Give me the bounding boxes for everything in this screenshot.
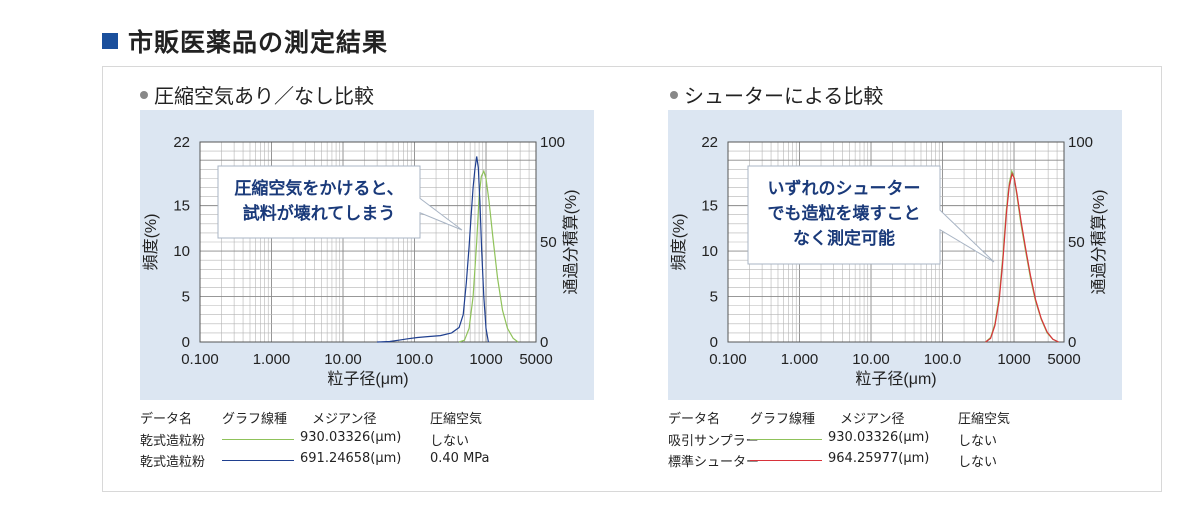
x-tick-label: 1000 <box>997 351 1030 368</box>
y-tick-label: 22 <box>701 134 718 151</box>
x-axis-label: 粒子径(μm) <box>327 370 408 388</box>
results-frame <box>102 66 1162 492</box>
legend-median: 964.25977(μm) <box>828 451 930 466</box>
y-tick-label: 0 <box>182 334 190 351</box>
x-tick-label: 0.100 <box>709 351 747 368</box>
y2-tick-label: 100 <box>540 134 565 151</box>
section-heading: 市販医薬品の測定結果 <box>102 24 388 58</box>
x-tick-label: 10.00 <box>852 351 890 368</box>
legend-median: 930.03326(μm) <box>828 430 930 445</box>
callout-text: でも造粒を壊すこと <box>768 203 921 223</box>
heading-square-icon <box>102 33 118 49</box>
callout-box <box>747 165 995 265</box>
section-title: 市販医薬品の測定結果 <box>128 28 389 57</box>
x-tick-label: 10.00 <box>324 351 362 368</box>
y2-tick-label: 0 <box>540 334 548 351</box>
series-line-1 <box>458 169 519 343</box>
legend-header: データ名 <box>668 412 721 427</box>
legend-name: 乾式造粒粉 <box>140 434 206 449</box>
y-tick-label: 0 <box>710 334 718 351</box>
x-axis-label: 粒子径(μm) <box>855 370 936 388</box>
plot-border <box>727 141 1065 343</box>
y-tick-label: 15 <box>173 198 190 215</box>
x-tick-label: 0.100 <box>181 351 219 368</box>
chart-1: 0.100 1.000 10.00 100.0 1000 5000051015220501… <box>140 110 594 400</box>
legend-air: しない <box>958 455 998 470</box>
legend-line-swatch <box>222 439 294 440</box>
legend-air: しない <box>958 434 998 449</box>
legend-line-swatch <box>222 460 294 461</box>
y-tick-label: 10 <box>701 243 718 260</box>
callout-text: 圧縮空気をかけると、 <box>234 178 403 198</box>
legend-air: 0.40 MPa <box>430 451 490 466</box>
x-tick-label: 5000 <box>1047 351 1080 368</box>
y-axis-label: 頻度(%) <box>670 214 688 271</box>
y2-tick-label: 50 <box>540 234 557 251</box>
series-line-2 <box>377 156 489 343</box>
plot-border <box>199 141 537 343</box>
callout-text: いずれのシューター <box>768 179 921 198</box>
legend-air: しない <box>430 434 470 449</box>
chart-2-title-wrap: シューターによる比較 <box>670 80 883 109</box>
chart-1-legend: データ名 グラフ線種 メジアン径 圧縮空気 乾式造粒粉 930.03326(μm) しない乾… <box>140 408 580 478</box>
legend-name: 吸引サンプラー <box>668 434 759 449</box>
y-tick-label: 22 <box>173 134 190 151</box>
legend-median: 930.03326(μm) <box>300 430 402 445</box>
x-tick-label: 5000 <box>519 351 552 368</box>
x-tick-label: 100.0 <box>924 351 962 368</box>
y2-tick-label: 50 <box>1068 234 1085 251</box>
callout-box <box>217 165 463 239</box>
legend-line-swatch <box>750 439 822 440</box>
chart-1-title: 圧縮空気あり／なし比較 <box>154 84 374 108</box>
legend-name: 標準シューター <box>668 455 760 470</box>
chart-2-legend: データ名 グラフ線種 メジアン径 圧縮空気吸引サンプラー 930.03326(μm) しな… <box>668 408 1108 478</box>
y2-axis-label: 通過分積算(%) <box>1089 190 1108 295</box>
x-tick-label: 1.000 <box>253 351 291 368</box>
y-tick-label: 15 <box>701 198 718 215</box>
series-line-2 <box>985 172 1059 343</box>
chart-2: 0.100 1.000 10.00 100.0 1000 5000051015220501… <box>668 110 1122 400</box>
y-tick-label: 5 <box>710 289 718 306</box>
bullet-icon <box>140 90 148 99</box>
legend-header: グラフ線種 <box>750 412 816 427</box>
legend-header: 圧縮空気 <box>430 412 483 427</box>
y2-tick-label: 0 <box>1068 334 1076 351</box>
y-tick-label: 5 <box>182 289 190 306</box>
legend-name: 乾式造粒粉 <box>140 455 206 470</box>
callout-text: 試料が壊れてしまう <box>243 203 396 223</box>
legend-header: 圧縮空気 <box>958 412 1011 427</box>
bullet-icon <box>670 90 678 99</box>
x-tick-label: 100.0 <box>396 351 434 368</box>
chart-1-title-wrap: 圧縮空気あり／なし比較 <box>140 80 374 109</box>
legend-line-swatch <box>750 460 822 461</box>
y-tick-label: 10 <box>173 243 190 260</box>
chart-2-title: シューターによる比較 <box>684 84 884 108</box>
annotation-callout: 圧縮空気をかけると、試料が壊れてしまう <box>217 165 463 239</box>
y-axis-label: 頻度(%) <box>142 214 160 271</box>
legend-header: メジアン径 <box>840 412 905 427</box>
x-tick-label: 1000 <box>469 351 502 368</box>
legend-header: メジアン径 <box>312 412 377 427</box>
y2-axis-label: 通過分積算(%) <box>561 190 580 295</box>
legend-header: データ名 <box>140 412 193 427</box>
legend-median: 691.24658(μm) <box>300 451 402 466</box>
callout-text: なく測定可能 <box>793 228 895 248</box>
y2-tick-label: 100 <box>1068 134 1093 151</box>
x-tick-label: 1.000 <box>781 351 819 368</box>
legend-header: グラフ線種 <box>222 412 288 427</box>
